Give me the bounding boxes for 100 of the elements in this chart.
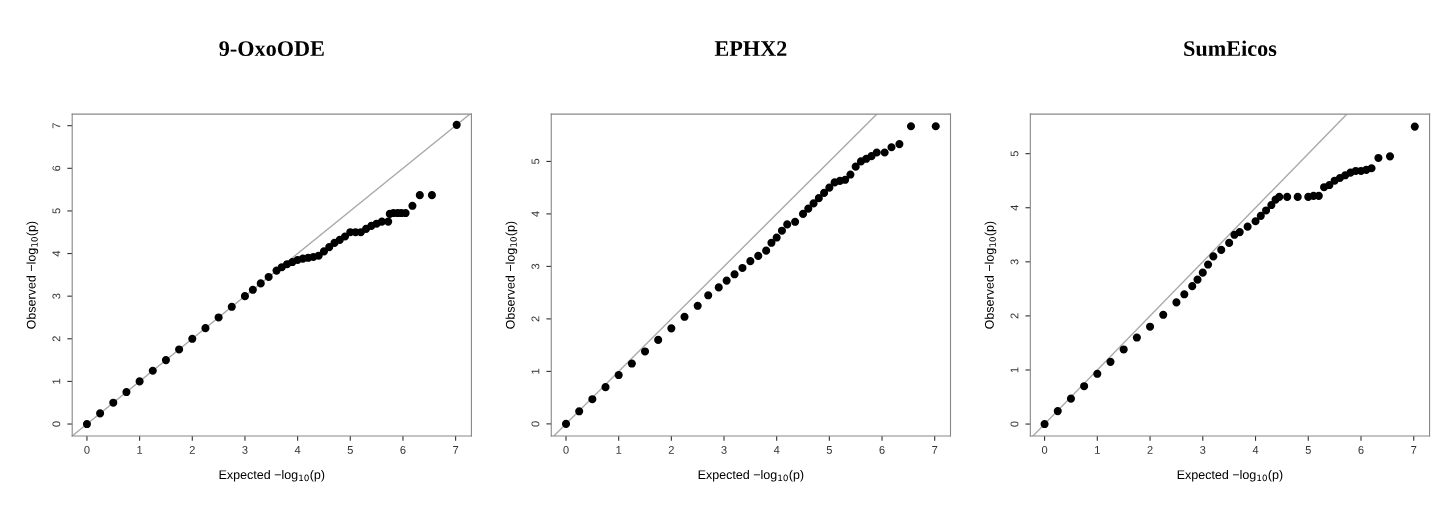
point <box>1146 322 1155 331</box>
point <box>109 398 118 407</box>
point <box>1256 211 1265 220</box>
point <box>1053 407 1062 416</box>
point <box>680 312 689 321</box>
y-tick-label: 3 <box>52 293 61 299</box>
y-tick-label: 1 <box>1010 367 1019 373</box>
point <box>1325 180 1334 190</box>
point <box>804 204 813 213</box>
point <box>846 170 855 179</box>
x-tick-label: 2 <box>668 445 674 454</box>
point <box>767 238 776 247</box>
point <box>161 356 170 365</box>
point <box>931 122 940 131</box>
x-tick-label: 5 <box>347 446 353 454</box>
x-tick-label: 2 <box>1147 445 1153 454</box>
point <box>798 209 808 218</box>
point <box>1132 333 1141 342</box>
point <box>1262 206 1271 215</box>
y-tick-label: 7 <box>52 123 61 129</box>
point <box>906 122 916 131</box>
x-tick-label: 6 <box>400 445 406 454</box>
x-axis-title: Expected −log$_{10}$(p) <box>1177 469 1283 482</box>
x-tick-label: 0 <box>1041 445 1048 454</box>
point <box>175 345 184 354</box>
chart-title: 9-OxoODE <box>219 41 324 57</box>
point <box>82 419 91 429</box>
point <box>1410 122 1419 131</box>
y-axis-title: Observed −log$_{10}$(p) <box>984 221 997 329</box>
point <box>201 324 210 333</box>
point <box>1080 382 1089 391</box>
y-tick-label: 3 <box>1010 259 1019 265</box>
x-tick-label: 6 <box>879 445 885 454</box>
point <box>314 251 323 260</box>
y-axis-title: Observed −log$_{10}$(p) <box>505 221 518 329</box>
point <box>1225 238 1234 247</box>
x-tick-label: 6 <box>1358 445 1364 454</box>
y-tick-label: 5 <box>1010 151 1019 157</box>
point <box>1374 153 1383 163</box>
point <box>704 291 713 300</box>
point <box>627 359 636 368</box>
point <box>640 347 650 356</box>
point <box>415 191 424 200</box>
point <box>738 263 747 273</box>
point <box>561 419 571 428</box>
point <box>214 313 223 322</box>
x-axis-title: Expected −log$_{10}$(p) <box>219 469 325 482</box>
point <box>777 226 786 235</box>
point <box>1180 290 1189 299</box>
point <box>1188 282 1197 291</box>
point <box>227 302 236 311</box>
point <box>188 334 197 343</box>
point <box>325 243 334 252</box>
point <box>730 270 739 279</box>
point <box>872 148 881 157</box>
point <box>791 217 800 226</box>
point <box>1251 217 1260 226</box>
point <box>1193 275 1202 284</box>
y-tick-label: 4 <box>531 211 540 217</box>
point <box>783 220 792 229</box>
point <box>122 388 131 397</box>
point <box>1367 164 1376 173</box>
point <box>384 217 393 226</box>
point <box>1204 260 1213 269</box>
point <box>851 162 860 171</box>
x-tick-label: 5 <box>1305 446 1311 454</box>
x-tick-label: 7 <box>453 446 459 454</box>
point <box>264 272 273 282</box>
point <box>1275 192 1284 201</box>
y-tick-label: 3 <box>531 263 540 270</box>
y-tick-label: 4 <box>52 250 61 257</box>
y-tick-label: 5 <box>531 158 540 165</box>
x-tick-label: 3 <box>242 445 248 454</box>
point <box>693 301 702 310</box>
point <box>614 371 623 380</box>
y-tick-label: 1 <box>52 378 61 384</box>
point <box>1172 298 1181 307</box>
y-tick-label: 2 <box>531 316 540 322</box>
point <box>1198 268 1207 277</box>
y-tick-label: 2 <box>52 336 61 342</box>
x-tick-label: 4 <box>294 446 301 454</box>
point <box>575 407 584 416</box>
point <box>841 175 850 184</box>
y-tick-label: 0 <box>52 421 61 427</box>
point <box>601 383 610 392</box>
y-tick-label: 0 <box>531 421 540 427</box>
point <box>452 120 461 129</box>
point <box>895 140 904 149</box>
x-tick-label: 3 <box>1200 445 1206 454</box>
point <box>148 366 157 375</box>
y-tick-label: 1 <box>531 368 540 374</box>
y-axis-title: Observed −log$_{10}$(p) <box>26 221 39 329</box>
x-axis-title: Expected −log$_{10}$(p) <box>698 469 804 482</box>
point <box>408 201 417 210</box>
x-tick-label: 7 <box>932 446 938 454</box>
point <box>762 246 771 255</box>
point <box>427 191 436 200</box>
point <box>887 143 896 152</box>
point <box>1217 245 1226 254</box>
point <box>880 148 889 157</box>
